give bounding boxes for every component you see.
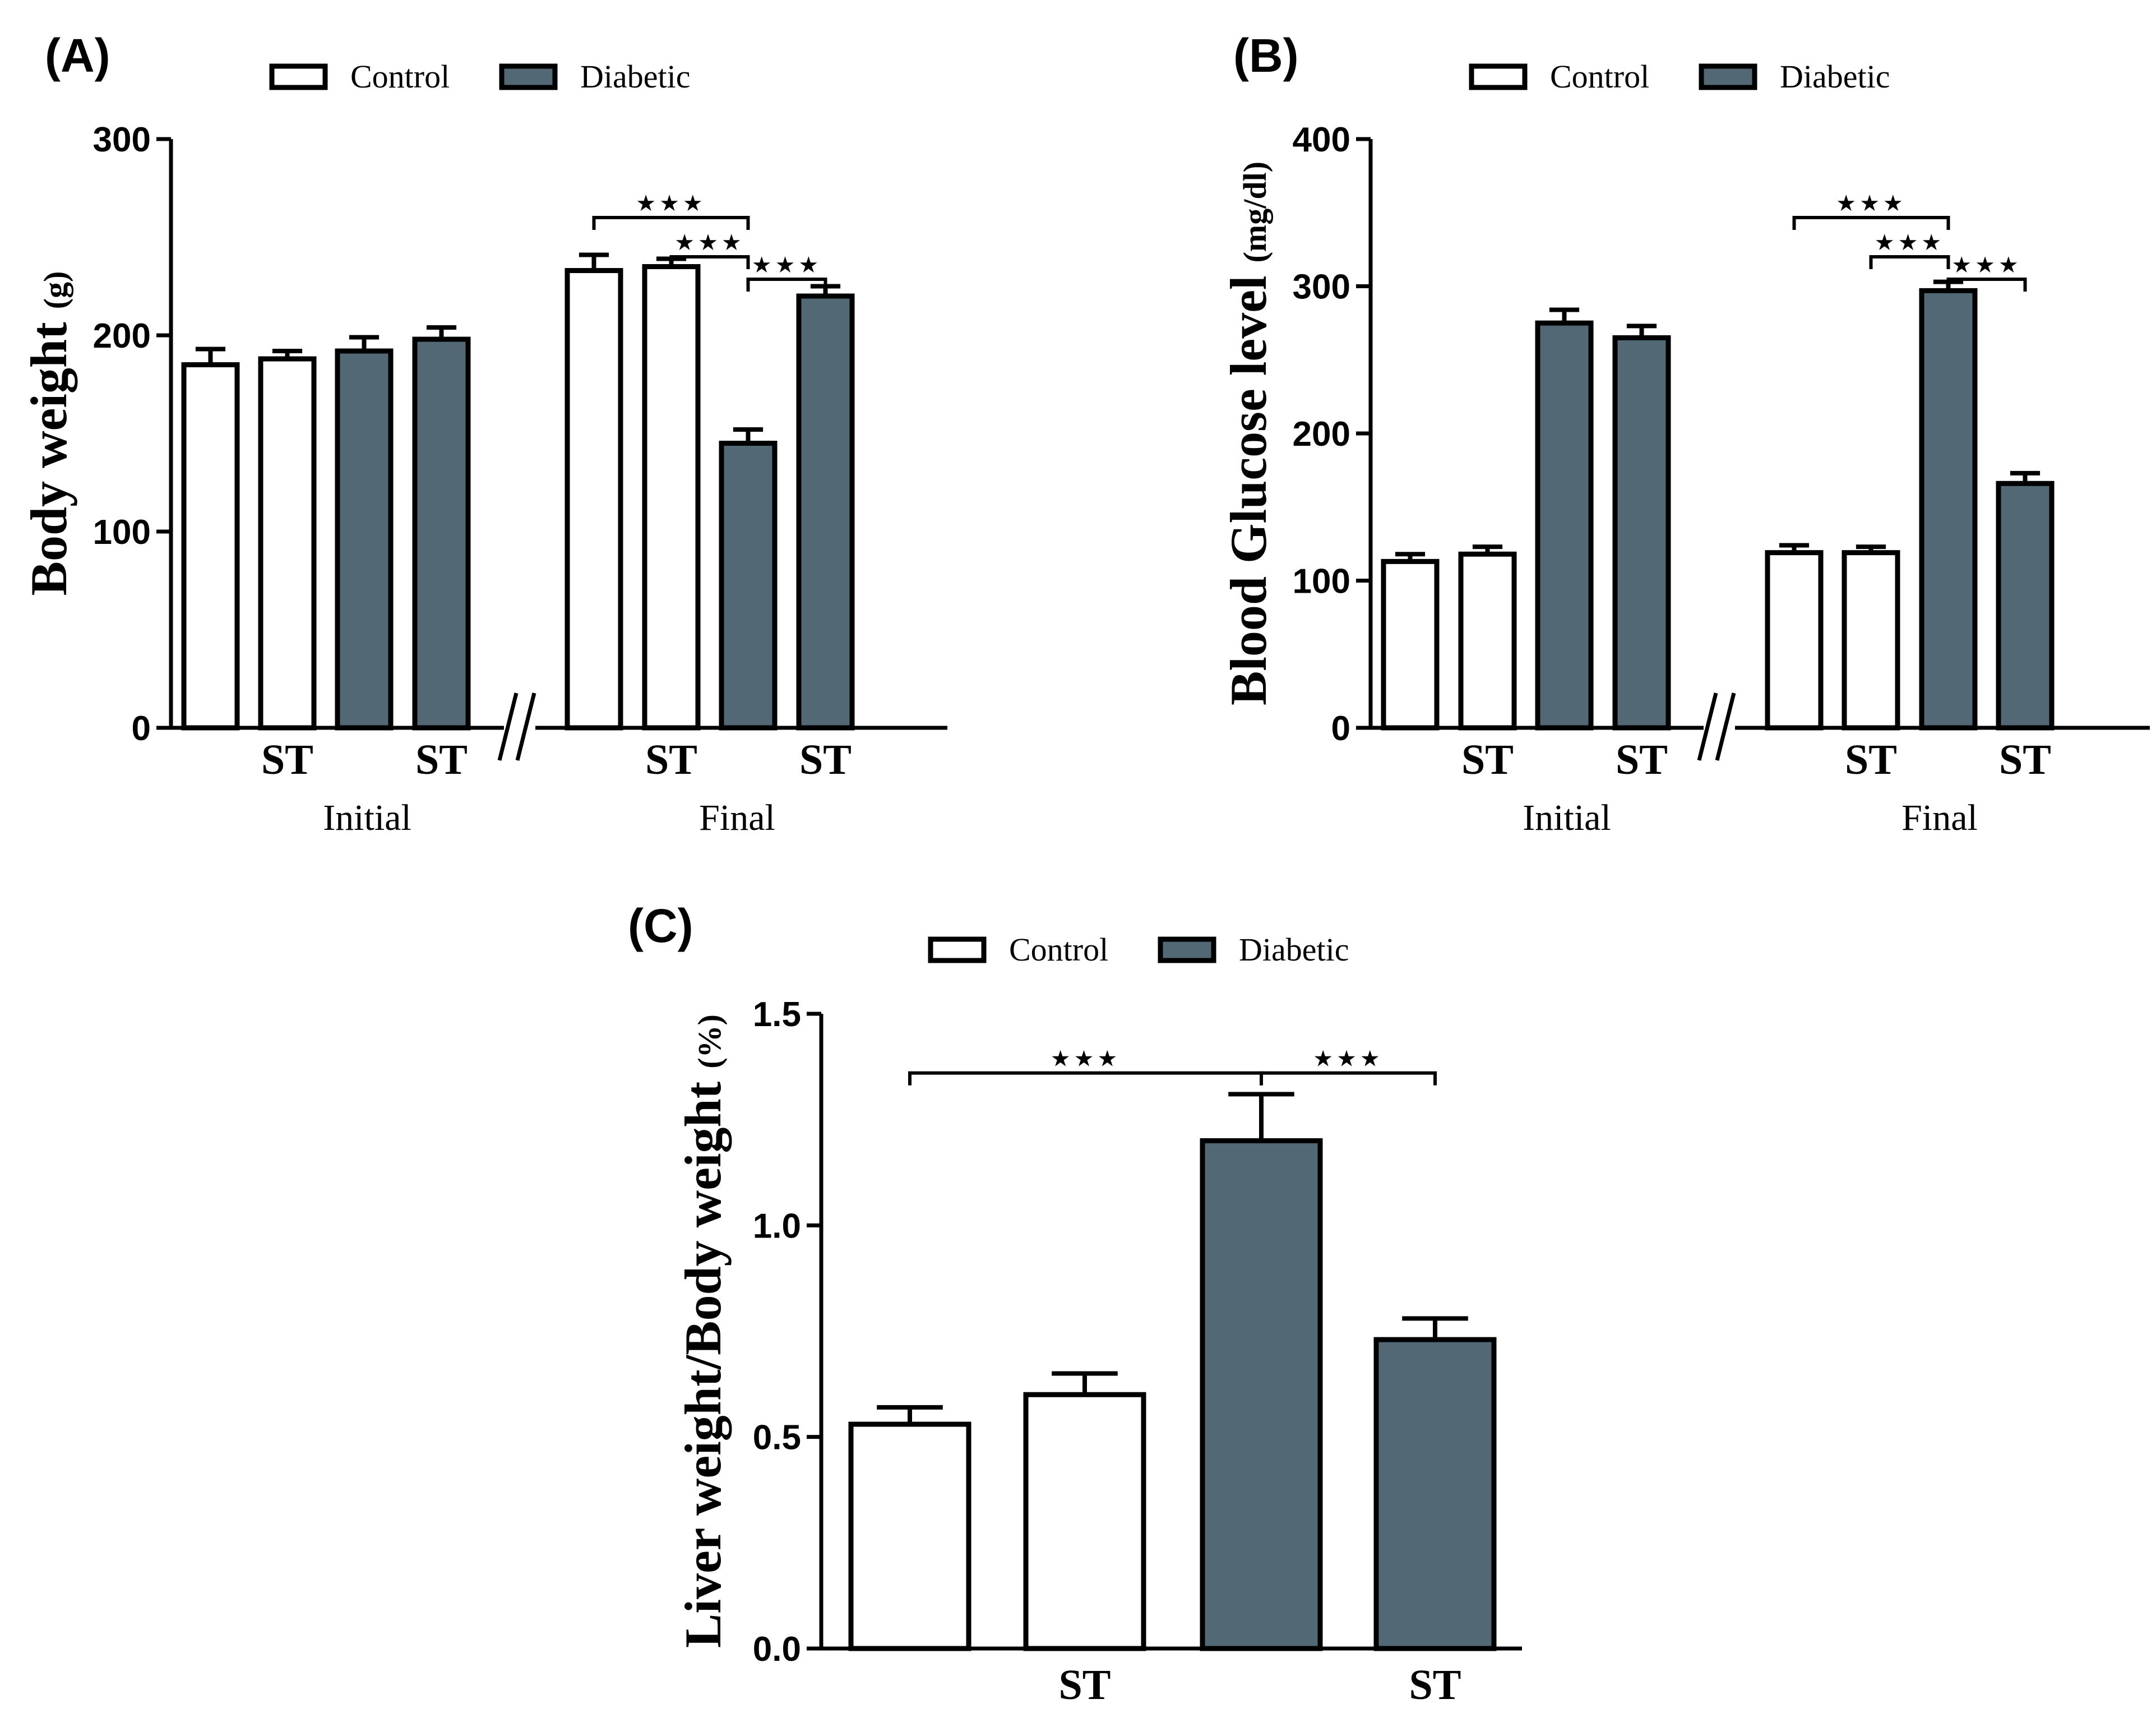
y-axis-label-main: Liver weight/Body weight [674, 1069, 732, 1648]
x-group-label: Initial [1523, 797, 1611, 838]
x-category-label: ST [1999, 736, 2051, 783]
y-axis-label-unit: (mg/dl) [1237, 161, 1273, 262]
y-tick-label: 100 [93, 513, 151, 552]
x-category-label: ST [1059, 1661, 1111, 1709]
bar-control [1765, 550, 1824, 731]
significance-bracket [1792, 216, 1950, 230]
legend: Control Diabetic [269, 58, 690, 95]
panel-label: (C) [628, 899, 693, 952]
significance-label: ★★★ [1836, 191, 1907, 216]
chart-panel-b: (B) Control Diabetic 0 100 200 300 400 Blood Glu… [1220, 29, 2150, 838]
axis-break-mark [1715, 692, 1736, 761]
y-tick-label: 0 [1331, 709, 1350, 748]
axis-break-mark [1697, 692, 1718, 761]
legend-swatch-control [1469, 63, 1528, 90]
legend-swatch-control [928, 936, 987, 963]
bar-diabetic [1535, 320, 1594, 731]
y-axis-label-unit: (g) [37, 271, 73, 310]
legend-label-control: Control [1009, 931, 1108, 968]
legend-swatch-diabetic [1699, 63, 1757, 90]
y-axis-label-main: Body weight [20, 309, 77, 595]
bar-control [565, 268, 623, 731]
y-axis-label: Body weight (g) [20, 271, 77, 596]
legend: Control Diabetic [1469, 58, 1890, 95]
x-group-label: Final [1901, 797, 1978, 838]
legend-swatch-control [269, 63, 328, 90]
significance-label: ★★★ [1875, 230, 1945, 256]
x-category-label: ST [415, 736, 468, 783]
x-category-label: ST [1409, 1661, 1461, 1709]
panel-label: (A) [45, 29, 110, 82]
y-axis-label-unit: (%) [691, 1014, 728, 1069]
bar-diabetic [796, 293, 855, 731]
bar-diabetic [335, 348, 394, 731]
bar-control [848, 1421, 971, 1651]
legend: Control Diabetic [928, 931, 1349, 968]
y-tick-label: 0.0 [753, 1630, 801, 1669]
y-tick-label: 1.0 [753, 1207, 801, 1245]
bar-diabetic [1996, 481, 2055, 731]
legend-label-diabetic: Diabetic [580, 58, 690, 95]
significance-bracket [746, 278, 827, 292]
y-tick-label: 200 [1293, 415, 1350, 454]
bar-diabetic [1200, 1138, 1323, 1651]
significance-label: ★★★ [674, 230, 745, 256]
y-tick-label: 300 [1293, 268, 1350, 307]
y-axis-label: Blood Glucose level (mg/dl) [1220, 161, 1277, 705]
bar-control [1381, 558, 1440, 731]
significance-bracket [1260, 1071, 1437, 1086]
significance-bracket [592, 216, 750, 230]
panel-label: (B) [1233, 29, 1299, 82]
bar-diabetic [1919, 288, 1978, 731]
y-axis-label-main: Blood Glucose level [1220, 262, 1277, 705]
legend-swatch-diabetic [1158, 936, 1216, 963]
significance-label: ★★★ [1951, 252, 2022, 278]
legend-label-control: Control [1550, 58, 1649, 95]
y-tick-label: 200 [93, 317, 151, 355]
significance-label: ★★★ [752, 252, 822, 278]
bar-control [1842, 550, 1900, 731]
chart-panel-c: (C) Control Diabetic 0.0 0.5 1.0 1.5 Liver weig… [628, 899, 1522, 1709]
chart-panel-a: (A) Control Diabetic 0 100 200 300 Body weight … [20, 29, 947, 838]
significance-bracket [908, 1071, 1263, 1086]
x-category-label: ST [1616, 736, 1668, 783]
bar-control [1023, 1392, 1146, 1651]
y-tick-label: 0.5 [753, 1419, 801, 1457]
significance-label: ★★★ [1051, 1046, 1121, 1072]
x-category-label: ST [645, 736, 697, 783]
bar-diabetic [719, 441, 778, 731]
x-category-label: ST [1461, 736, 1514, 783]
bar-control [258, 356, 317, 731]
legend-label-diabetic: Diabetic [1780, 58, 1890, 95]
bar-diabetic [412, 336, 471, 731]
y-tick-label: 300 [93, 121, 151, 159]
x-group-label: Initial [323, 797, 411, 838]
x-category-label: ST [1845, 736, 1897, 783]
legend-swatch-diabetic [499, 63, 558, 90]
significance-label: ★★★ [1313, 1046, 1384, 1072]
legend-label-control: Control [350, 58, 450, 95]
legend-label-diabetic: Diabetic [1239, 931, 1349, 968]
significance-bracket [669, 255, 750, 269]
x-category-label: ST [799, 736, 852, 783]
bar-control [181, 362, 240, 731]
bar-diabetic [1612, 335, 1671, 731]
axis-break-mark [497, 692, 519, 761]
bar-control [642, 264, 701, 731]
significance-bracket [1946, 278, 2027, 292]
y-tick-label: 1.5 [753, 995, 801, 1034]
x-group-label: Final [699, 797, 775, 838]
x-category-label: ST [261, 736, 313, 783]
y-axis-label: Liver weight/Body weight (%) [674, 1014, 732, 1648]
significance-label: ★★★ [636, 191, 706, 216]
y-tick-label: 400 [1293, 121, 1350, 159]
y-tick-label: 0 [132, 709, 151, 748]
significance-bracket [1869, 255, 1950, 269]
bar-diabetic [1373, 1337, 1497, 1651]
axis-break-mark [515, 692, 536, 761]
bar-control [1458, 551, 1517, 731]
y-tick-label: 100 [1293, 562, 1350, 601]
